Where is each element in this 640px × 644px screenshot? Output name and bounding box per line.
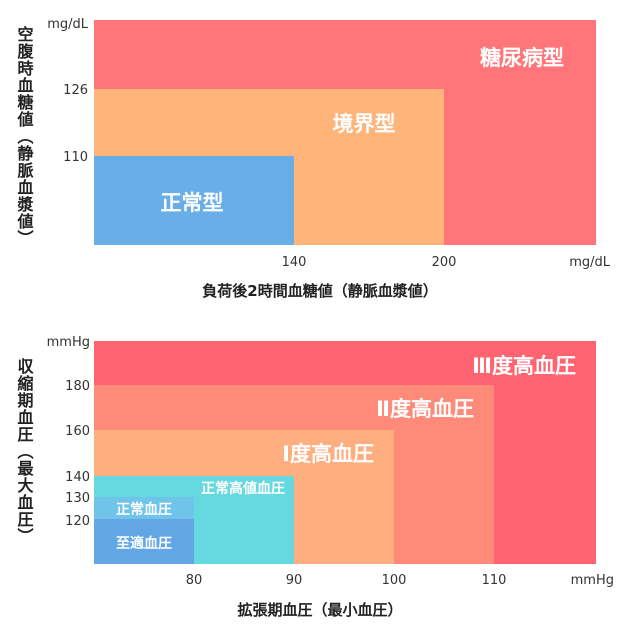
region-label-optimal-bp: 至適血圧 [116,535,172,552]
region-optimal-bp [94,519,194,564]
region-label-grade2: Ⅱ度高血圧 [376,397,474,421]
x-axis-title: 拡張期血圧（最小血圧） [237,601,402,619]
x-tick-label: 200 [432,255,457,270]
region-label-diabetic: 糖尿病型 [480,46,564,70]
region-label-high-normal: 正常高値血圧 [201,480,285,497]
y-tick-label: 110 [63,150,88,165]
y-axis-title: 収縮期血圧（最大血圧） [15,358,34,545]
x-axis-title: 負荷後2時間血糖値（静脈血漿値） [202,282,437,300]
y-tick-label: 120 [65,514,90,529]
blood-pressure-chart: Ⅲ度高血圧 Ⅱ度高血圧 Ⅰ度高血圧 正常高値血圧 正常血圧 至適血圧 mmHg … [15,335,615,619]
x-tick-label: 100 [382,573,407,588]
region-normal-bp [94,497,194,519]
y-tick-label: 180 [65,379,90,394]
x-tick-label: 140 [282,255,307,270]
glucose-chart: 糖尿病型 境界型 正常型 mg/dL 126 110 140 200 mg/dL… [15,17,611,300]
y-axis-title: 空腹時血糖値（静脈血漿値） [15,25,35,247]
x-unit-label: mg/dL [569,255,611,270]
x-tick-label: 110 [482,573,507,588]
x-tick-label: 80 [186,573,203,588]
region-label-borderline: 境界型 [333,112,396,136]
region-label-normal-bp: 正常血圧 [116,501,172,518]
y-tick-label: 126 [63,83,88,98]
y-unit-label: mmHg [47,335,90,350]
x-tick-label: 90 [286,573,303,588]
region-label-normal: 正常型 [161,191,224,215]
region-label-grade3: Ⅲ度高血圧 [472,354,576,378]
region-normal [94,156,294,245]
y-unit-label: mg/dL [47,17,89,32]
y-tick-label: 130 [65,491,90,506]
y-tick-label: 140 [65,470,90,485]
y-tick-label: 160 [65,424,90,439]
x-unit-label: mmHg [571,573,614,588]
region-label-grade1: Ⅰ度高血圧 [282,442,374,466]
